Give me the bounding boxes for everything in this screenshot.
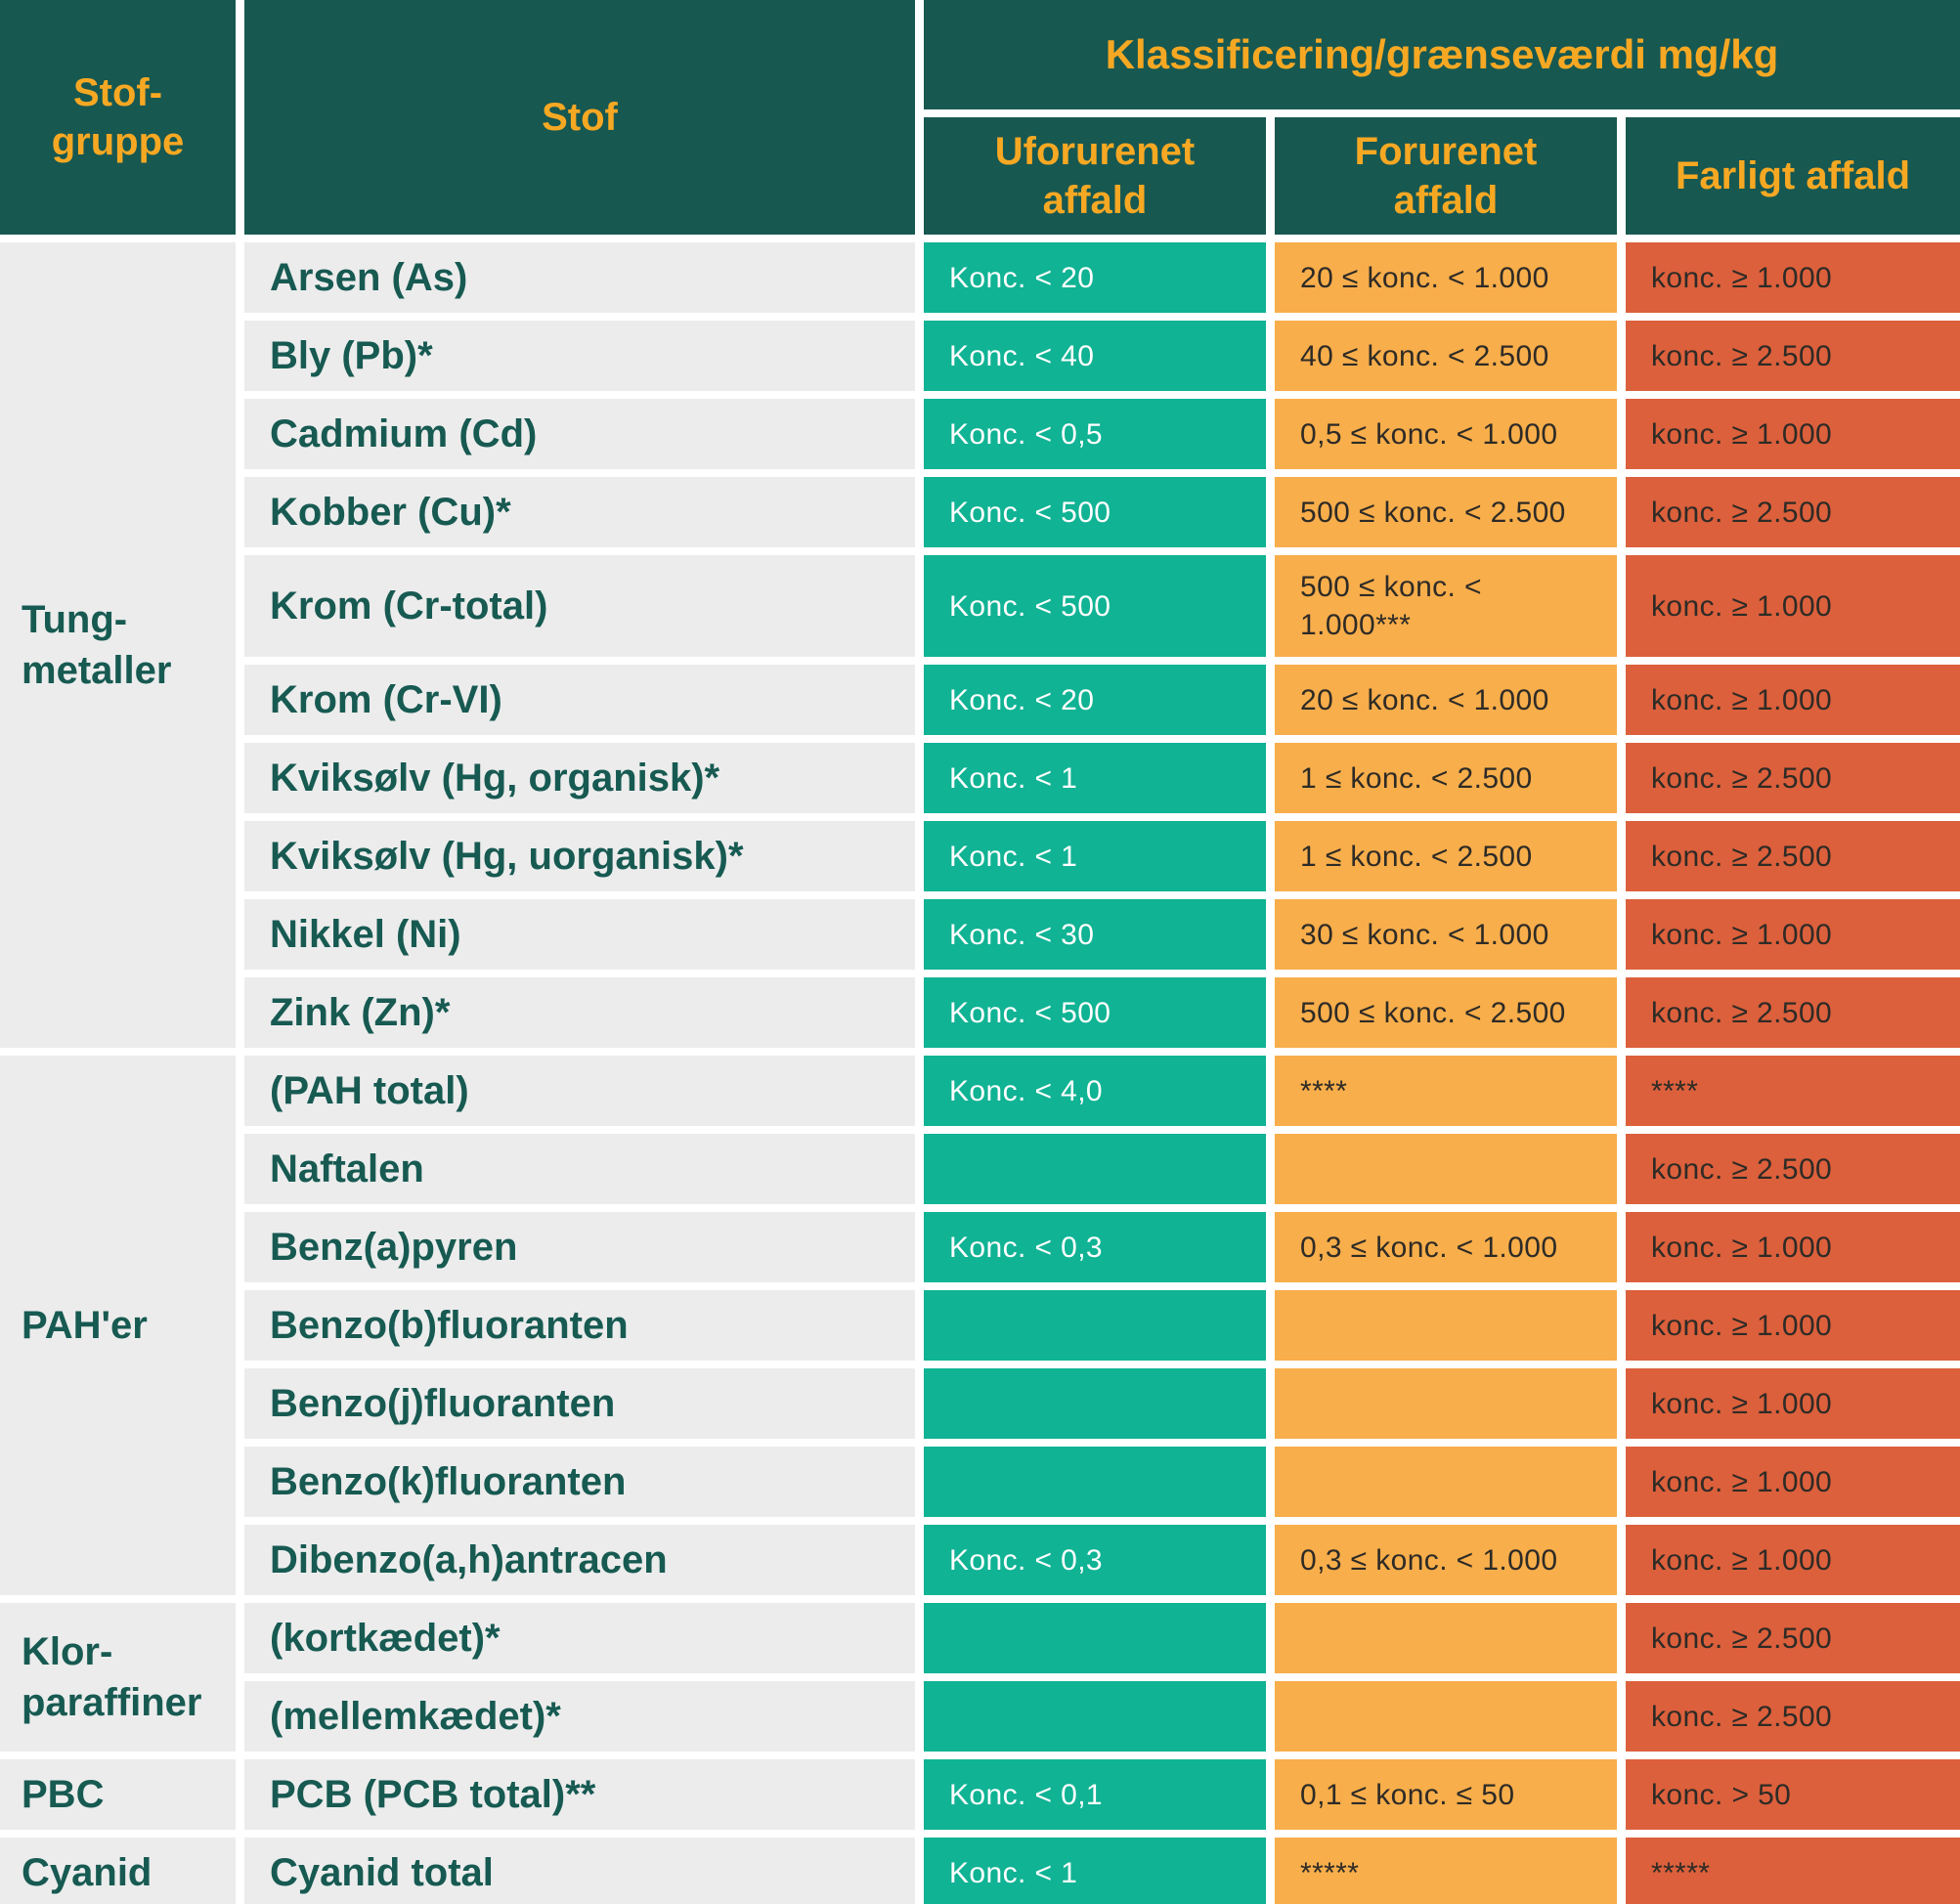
group-label-klor-paraffiner: Klor- paraffiner bbox=[0, 1603, 236, 1752]
value-uforurenet-affald: Konc. < 0,3 bbox=[924, 1525, 1266, 1595]
value-uforurenet-affald bbox=[924, 1290, 1266, 1361]
value-farligt-affald: konc. ≥ 2.500 bbox=[1626, 1134, 1960, 1204]
value-forurenet-affald: 500 ≤ konc. < 2.500 bbox=[1275, 477, 1617, 547]
value-farligt-affald: konc. ≥ 2.500 bbox=[1626, 821, 1960, 891]
value-uforurenet-affald bbox=[924, 1681, 1266, 1752]
value-uforurenet-affald: Konc. < 4,0 bbox=[924, 1056, 1266, 1126]
value-uforurenet-affald: Konc. < 500 bbox=[924, 977, 1266, 1048]
value-farligt-affald: konc. ≥ 1.000 bbox=[1626, 665, 1960, 735]
stof-cell: Kviksølv (Hg, uorganisk)* bbox=[244, 821, 915, 891]
value-farligt-affald: konc. ≥ 2.500 bbox=[1626, 977, 1960, 1048]
group-label-cyanid: Cyanid bbox=[0, 1838, 236, 1904]
value-uforurenet-affald: Konc. < 40 bbox=[924, 321, 1266, 391]
stof-cell: Zink (Zn)* bbox=[244, 977, 915, 1048]
value-uforurenet-affald: Konc. < 30 bbox=[924, 899, 1266, 970]
value-uforurenet-affald: Konc. < 20 bbox=[924, 665, 1266, 735]
stof-cell: Cyanid total bbox=[244, 1838, 915, 1904]
stof-cell: Naftalen bbox=[244, 1134, 915, 1204]
stof-cell: Kobber (Cu)* bbox=[244, 477, 915, 547]
value-farligt-affald: konc. ≥ 2.500 bbox=[1626, 1681, 1960, 1752]
header-klassificering: Klassificering/grænseværdi mg/kg bbox=[924, 0, 1960, 109]
value-forurenet-affald: 0,5 ≤ konc. < 1.000 bbox=[1275, 399, 1617, 469]
value-uforurenet-affald: Konc. < 1 bbox=[924, 821, 1266, 891]
stof-cell: (mellemkædet)* bbox=[244, 1681, 915, 1752]
value-forurenet-affald: 0,1 ≤ konc. ≤ 50 bbox=[1275, 1759, 1617, 1830]
stof-cell: Kviksølv (Hg, organisk)* bbox=[244, 743, 915, 813]
stof-cell: Benzo(j)fluoranten bbox=[244, 1368, 915, 1439]
value-forurenet-affald: 1 ≤ konc. < 2.500 bbox=[1275, 821, 1617, 891]
value-farligt-affald: konc. ≥ 2.500 bbox=[1626, 321, 1960, 391]
value-farligt-affald: ***** bbox=[1626, 1838, 1960, 1904]
stof-cell: Arsen (As) bbox=[244, 242, 915, 313]
stof-cell: PCB (PCB total)** bbox=[244, 1759, 915, 1830]
value-uforurenet-affald: Konc. < 500 bbox=[924, 477, 1266, 547]
value-uforurenet-affald bbox=[924, 1603, 1266, 1673]
value-uforurenet-affald: Konc. < 20 bbox=[924, 242, 1266, 313]
value-forurenet-affald: ***** bbox=[1275, 1838, 1617, 1904]
value-farligt-affald: konc. ≥ 1.000 bbox=[1626, 242, 1960, 313]
stof-cell: Krom (Cr-total) bbox=[244, 555, 915, 657]
value-uforurenet-affald: Konc. < 0,5 bbox=[924, 399, 1266, 469]
value-farligt-affald: konc. ≥ 1.000 bbox=[1626, 399, 1960, 469]
value-farligt-affald: konc. ≥ 2.500 bbox=[1626, 1603, 1960, 1673]
stof-cell: Bly (Pb)* bbox=[244, 321, 915, 391]
value-forurenet-affald: **** bbox=[1275, 1056, 1617, 1126]
value-forurenet-affald bbox=[1275, 1603, 1617, 1673]
value-forurenet-affald bbox=[1275, 1134, 1617, 1204]
value-uforurenet-affald bbox=[924, 1447, 1266, 1517]
value-forurenet-affald: 40 ≤ konc. < 2.500 bbox=[1275, 321, 1617, 391]
value-forurenet-affald: 30 ≤ konc. < 1.000 bbox=[1275, 899, 1617, 970]
value-farligt-affald: konc. ≥ 2.500 bbox=[1626, 477, 1960, 547]
value-forurenet-affald: 500 ≤ konc. < 2.500 bbox=[1275, 977, 1617, 1048]
value-farligt-affald: konc. ≥ 1.000 bbox=[1626, 555, 1960, 657]
value-forurenet-affald bbox=[1275, 1681, 1617, 1752]
group-label-pah-er: PAH'er bbox=[0, 1056, 236, 1595]
value-forurenet-affald bbox=[1275, 1290, 1617, 1361]
value-uforurenet-affald bbox=[924, 1368, 1266, 1439]
group-label-pbc: PBC bbox=[0, 1759, 236, 1830]
value-uforurenet-affald: Konc. < 0,3 bbox=[924, 1212, 1266, 1282]
header-forurenet-affald: Forurenet affald bbox=[1275, 117, 1617, 235]
value-forurenet-affald bbox=[1275, 1368, 1617, 1439]
stof-cell: (PAH total) bbox=[244, 1056, 915, 1126]
value-farligt-affald: konc. ≥ 1.000 bbox=[1626, 1368, 1960, 1439]
header-farligt-affald: Farligt affald bbox=[1626, 117, 1960, 235]
value-forurenet-affald: 20 ≤ konc. < 1.000 bbox=[1275, 665, 1617, 735]
header-stof: Stof bbox=[244, 0, 915, 235]
header-stof-gruppe: Stof- gruppe bbox=[0, 0, 236, 235]
stof-cell: Cadmium (Cd) bbox=[244, 399, 915, 469]
value-farligt-affald: **** bbox=[1626, 1056, 1960, 1126]
value-farligt-affald: konc. ≥ 1.000 bbox=[1626, 1525, 1960, 1595]
stof-cell: Benz(a)pyren bbox=[244, 1212, 915, 1282]
value-uforurenet-affald: Konc. < 500 bbox=[924, 555, 1266, 657]
value-farligt-affald: konc. > 50 bbox=[1626, 1759, 1960, 1830]
value-farligt-affald: konc. ≥ 1.000 bbox=[1626, 1447, 1960, 1517]
value-forurenet-affald bbox=[1275, 1447, 1617, 1517]
value-forurenet-affald: 0,3 ≤ konc. < 1.000 bbox=[1275, 1212, 1617, 1282]
stof-cell: Dibenzo(a,h)antracen bbox=[244, 1525, 915, 1595]
stof-cell: Nikkel (Ni) bbox=[244, 899, 915, 970]
value-farligt-affald: konc. ≥ 1.000 bbox=[1626, 1290, 1960, 1361]
value-uforurenet-affald: Konc. < 0,1 bbox=[924, 1759, 1266, 1830]
stof-cell: Benzo(b)fluoranten bbox=[244, 1290, 915, 1361]
value-uforurenet-affald: Konc. < 1 bbox=[924, 1838, 1266, 1904]
stof-cell: (kortkædet)* bbox=[244, 1603, 915, 1673]
value-forurenet-affald: 20 ≤ konc. < 1.000 bbox=[1275, 242, 1617, 313]
value-uforurenet-affald: Konc. < 1 bbox=[924, 743, 1266, 813]
value-farligt-affald: konc. ≥ 1.000 bbox=[1626, 899, 1960, 970]
value-forurenet-affald: 1 ≤ konc. < 2.500 bbox=[1275, 743, 1617, 813]
value-farligt-affald: konc. ≥ 2.500 bbox=[1626, 743, 1960, 813]
value-farligt-affald: konc. ≥ 1.000 bbox=[1626, 1212, 1960, 1282]
group-label-tung-metaller: Tung- metaller bbox=[0, 242, 236, 1048]
header-uforurenet-affald: Uforurenet affald bbox=[924, 117, 1266, 235]
value-forurenet-affald: 500 ≤ konc. < 1.000*** bbox=[1275, 555, 1617, 657]
value-forurenet-affald: 0,3 ≤ konc. < 1.000 bbox=[1275, 1525, 1617, 1595]
value-uforurenet-affald bbox=[924, 1134, 1266, 1204]
stof-cell: Benzo(k)fluoranten bbox=[244, 1447, 915, 1517]
stof-cell: Krom (Cr-VI) bbox=[244, 665, 915, 735]
